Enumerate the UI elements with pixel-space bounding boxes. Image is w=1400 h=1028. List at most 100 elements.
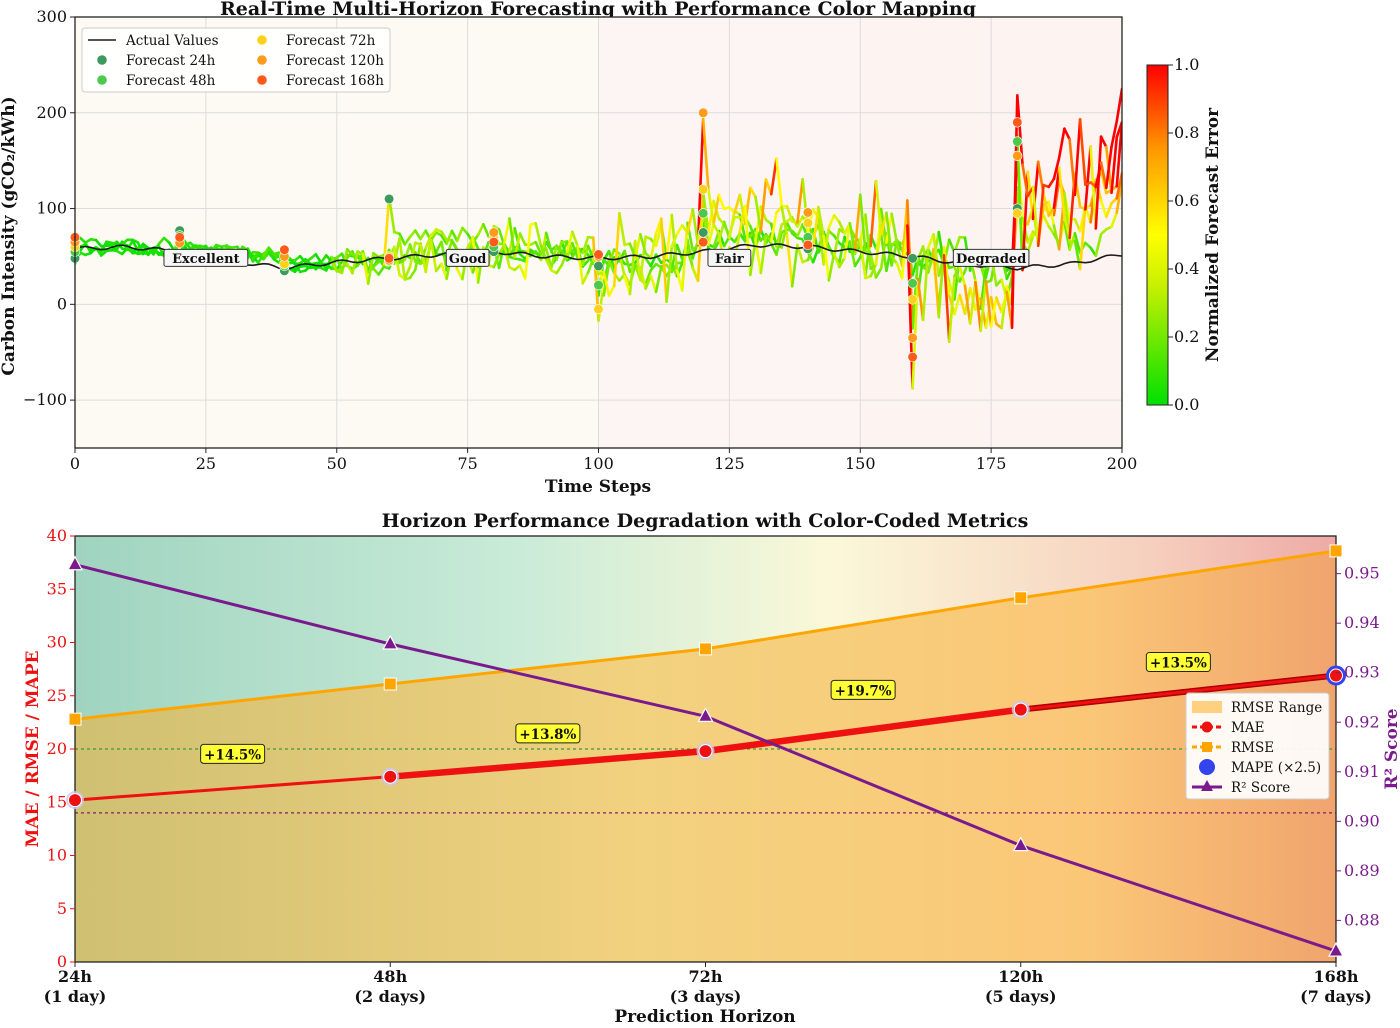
right-y-ticks: 0.880.890.900.910.920.930.940.95: [1336, 564, 1380, 930]
bottom-legend-label: R² Score: [1231, 780, 1290, 796]
left-y-tick-label: 40: [47, 526, 67, 545]
bottom-legend-label: RMSE Range: [1231, 700, 1322, 716]
forecast-marker-4: [489, 228, 499, 238]
colorbar-tick-label: 0.4: [1174, 259, 1199, 278]
bottom-x-axis-label: Prediction Horizon: [614, 1007, 795, 1024]
colorbar-tick-label: 1.0: [1174, 55, 1199, 74]
forecast-marker-1: [698, 228, 708, 238]
forecast-marker-3: [803, 218, 813, 228]
forecast-marker-1: [908, 254, 918, 264]
top-x-tick-label: 125: [714, 454, 745, 473]
right-y-tick-label: 0.91: [1344, 762, 1380, 781]
left-y-tick-label: 10: [47, 846, 67, 865]
legend-mape-marker: [1199, 759, 1215, 775]
top-legend-label: Forecast 120h: [286, 53, 384, 69]
forecast-marker-5: [280, 245, 290, 255]
forecast-chart: Real-Time Multi-Horizon Forecasting with…: [0, 0, 1223, 497]
bottom-chart-title: Horizon Performance Degradation with Col…: [382, 510, 1029, 532]
bottom-x-ticks: 24h(1 day)48h(2 days)72h(3 days)120h(5 d…: [44, 962, 1372, 1006]
right-y-tick-label: 0.89: [1344, 861, 1380, 880]
legend-forecast-swatch: [97, 75, 107, 85]
mae-marker: [1014, 703, 1027, 716]
horizon-performance-chart: Horizon Performance Degradation with Col…: [23, 510, 1400, 1024]
top-legend-label: Forecast 72h: [286, 33, 376, 49]
legend-rmse-range-swatch: [1192, 701, 1222, 713]
legend-rmse-marker: [1202, 742, 1212, 752]
forecast-marker-2: [1013, 137, 1023, 147]
forecast-marker-4: [698, 108, 708, 118]
forecast-marker-5: [594, 250, 604, 260]
forecast-marker-4: [803, 208, 813, 218]
forecast-marker-3: [908, 295, 918, 305]
top-y-tick-label: 100: [36, 199, 67, 218]
error-colorbar: 0.00.20.40.60.81.0: [1147, 55, 1199, 414]
top-legend-label: Actual Values: [125, 33, 219, 49]
zone-label: Excellent: [172, 252, 239, 267]
legend-forecast-swatch: [257, 55, 267, 65]
bottom-x-tick-label: (5 days): [985, 987, 1057, 1006]
colorbar-tick-label: 0.2: [1174, 327, 1199, 346]
mae-marker: [384, 770, 397, 783]
bottom-x-tick-label: 168h: [1313, 967, 1358, 986]
top-y-tick-label: −100: [23, 390, 67, 409]
forecast-marker-1: [594, 261, 604, 271]
rmse-marker: [1330, 545, 1342, 557]
top-y-ticks: −100 0 100 200 300: [23, 7, 75, 409]
top-y-tick-label: 0: [57, 294, 67, 313]
top-x-tick-label: 75: [457, 454, 477, 473]
bottom-legend-label: MAE: [1231, 720, 1264, 736]
forecast-marker-1: [384, 194, 394, 204]
forecast-marker-5: [384, 254, 394, 264]
zone-label: Degraded: [956, 252, 1026, 267]
bottom-x-tick-label: 48h: [373, 967, 407, 986]
forecast-marker-4: [1013, 151, 1023, 161]
degradation-annotation: +13.5%: [1150, 656, 1207, 672]
forecast-marker-5: [175, 232, 185, 242]
top-legend: Actual Values Forecast 24h Forecast 48h For…: [82, 28, 390, 92]
forecast-marker-2: [908, 278, 918, 288]
forecast-marker-5: [1013, 118, 1023, 128]
bottom-legend: RMSE Range MAE RMSE MAPE (×2.5) R² Score: [1186, 693, 1329, 799]
top-legend-label: Forecast 24h: [126, 53, 216, 69]
top-y-tick-label: 200: [36, 103, 67, 122]
colorbar-tick-label: 0.0: [1174, 395, 1199, 414]
degradation-annotation: +19.7%: [835, 683, 892, 699]
legend-mae-marker: [1202, 722, 1213, 733]
right-y-tick-label: 0.92: [1344, 712, 1380, 731]
top-legend-label: Forecast 168h: [286, 73, 384, 89]
rmse-marker: [1015, 592, 1027, 604]
bottom-x-tick-label: 120h: [998, 967, 1043, 986]
top-x-axis-label: Time Steps: [545, 477, 651, 497]
rmse-marker: [69, 713, 81, 725]
forecast-marker-4: [908, 333, 918, 343]
left-y-tick-label: 15: [47, 792, 67, 811]
forecast-marker-5: [908, 352, 918, 362]
right-y-tick-label: 0.94: [1344, 613, 1380, 632]
top-legend-label: Forecast 48h: [126, 73, 216, 89]
right-y-tick-label: 0.95: [1344, 564, 1380, 583]
bottom-legend-label: RMSE: [1231, 740, 1274, 756]
bottom-x-tick-label: (2 days): [354, 987, 426, 1006]
forecast-marker-3: [1013, 209, 1023, 219]
rmse-marker: [700, 643, 712, 655]
forecast-marker-5: [698, 237, 708, 247]
bottom-legend-label: MAPE (×2.5): [1231, 760, 1321, 776]
top-x-tick-label: 150: [845, 454, 876, 473]
top-x-tick-label: 0: [70, 454, 80, 473]
top-y-tick-label: 300: [36, 7, 67, 26]
colorbar-tick-label: 0.8: [1174, 123, 1199, 142]
left-y-axis-label: MAE / RMSE / MAPE: [23, 650, 43, 847]
left-y-tick-label: 5: [57, 899, 67, 918]
top-x-tick-label: 100: [583, 454, 614, 473]
top-x-tick-label: 175: [976, 454, 1007, 473]
rmse-marker: [384, 678, 396, 690]
top-y-axis-label: Carbon Intensity (gCO₂/kWh): [0, 96, 19, 375]
zone-label: Fair: [715, 252, 744, 267]
forecast-marker-3: [698, 185, 708, 195]
legend-forecast-swatch: [257, 75, 267, 85]
top-x-tick-label: 25: [196, 454, 216, 473]
left-y-tick-label: 25: [47, 686, 67, 705]
forecast-marker-3: [594, 304, 604, 314]
